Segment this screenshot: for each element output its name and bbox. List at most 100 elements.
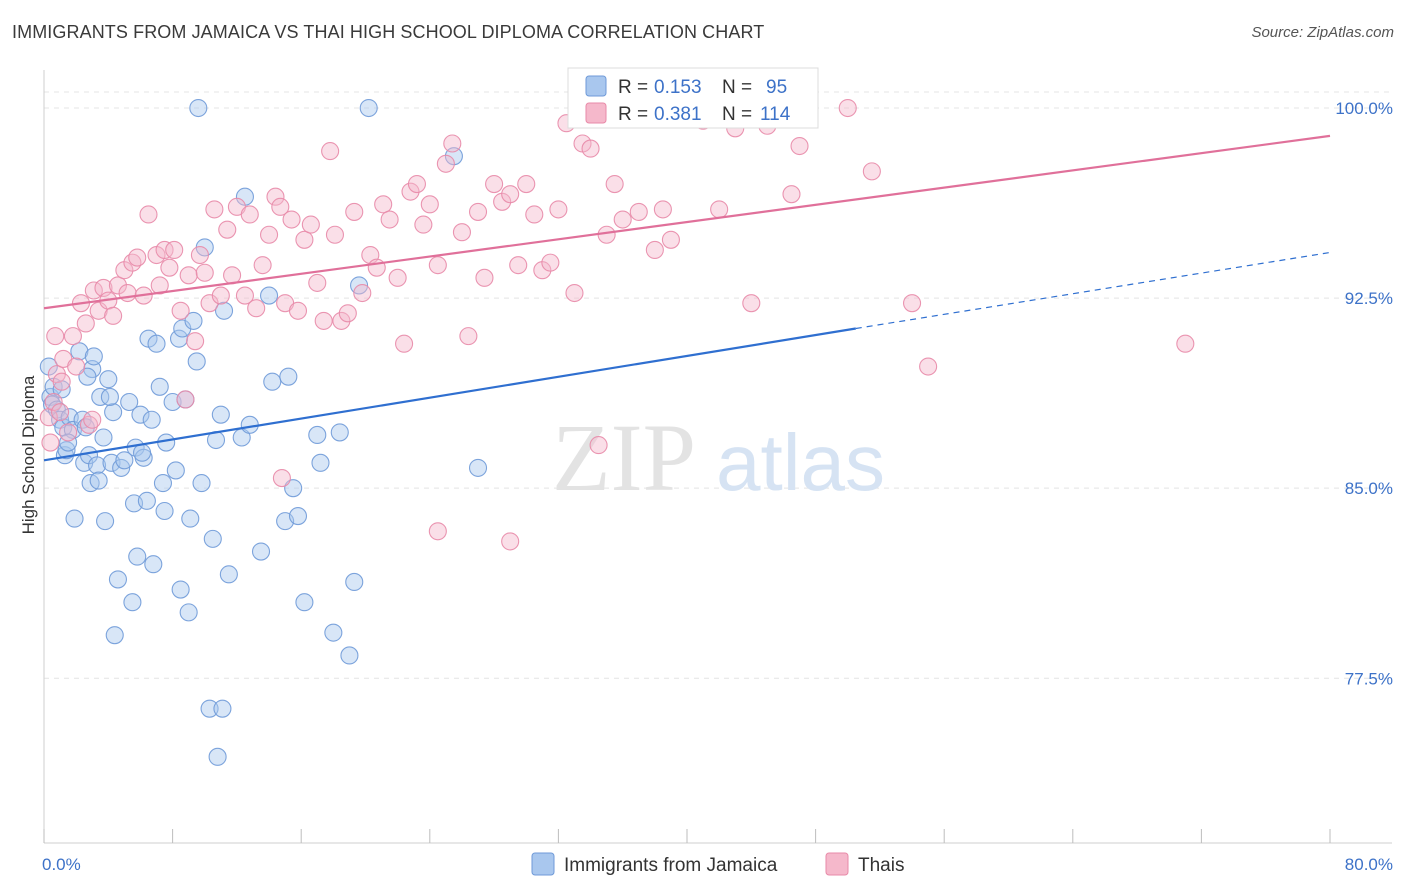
y-tick-label: 100.0% [1335, 99, 1393, 118]
jamaica-point [70, 342, 89, 361]
thai-point [160, 258, 179, 277]
thai-point [407, 174, 426, 194]
jamaica-point [200, 699, 219, 718]
jamaica-point [104, 403, 123, 422]
jamaica-point [219, 565, 238, 584]
thai-point [395, 334, 414, 353]
legend-n-label-jamaica: N = [722, 77, 752, 98]
thai-point [790, 136, 809, 156]
jamaica-point [166, 461, 185, 480]
jamaica-point [192, 474, 211, 493]
thai-point [67, 357, 86, 376]
legend-swatch-jamaica [585, 75, 607, 97]
jamaica-point [324, 623, 343, 642]
jamaica-trend-extension [855, 251, 1331, 330]
thai-point [139, 205, 158, 224]
jamaica-point [78, 367, 97, 386]
jamaica-point [76, 418, 95, 437]
thai-point [436, 154, 455, 173]
thai-point [186, 332, 205, 351]
jamaica-point [284, 479, 303, 498]
thai-point [52, 372, 71, 391]
thai-point [211, 286, 230, 305]
jamaica-point [96, 512, 115, 531]
bottom-legend-label-jamaica: Immigrants from Jamaica [564, 855, 778, 876]
bottom-legend: Immigrants from Jamaica Thais [531, 852, 904, 876]
jamaica-point [181, 509, 200, 528]
thai-point [919, 357, 938, 376]
thai-point [541, 253, 560, 272]
jamaica-point [128, 547, 147, 566]
watermark-atlas: atlas [716, 418, 885, 507]
thai-point [1176, 334, 1195, 353]
thai-point [118, 283, 137, 303]
legend-n-value-jamaica: 95 [766, 77, 787, 98]
thai-point [862, 162, 881, 181]
thai-point [195, 263, 214, 282]
watermark-zip: ZIP [552, 404, 696, 511]
thai-point [325, 225, 345, 244]
jamaica-point [65, 509, 84, 528]
thai-point [645, 240, 664, 259]
y-tick-label: 85.0% [1345, 479, 1393, 498]
thai-point [83, 410, 102, 429]
thai-point [428, 256, 447, 275]
axes [43, 70, 1392, 844]
jamaica-point [184, 311, 203, 330]
thai-point [51, 403, 70, 422]
bottom-legend-swatch-jamaica [531, 852, 555, 876]
thai-point [345, 202, 364, 221]
thai-point [549, 200, 568, 219]
x-tick-label-max: 80.0% [1345, 855, 1393, 874]
bottom-legend-label-thai: Thais [858, 855, 904, 876]
jamaica-point [179, 603, 198, 622]
thai-point [314, 311, 333, 330]
thai-point [179, 266, 198, 285]
thai-point [165, 240, 184, 259]
source-label: Source: ZipAtlas.com [1251, 24, 1394, 41]
jamaica-point [189, 98, 208, 118]
jamaica-point [144, 555, 163, 574]
jamaica-point [99, 370, 118, 389]
jamaica-point [214, 301, 234, 320]
thai-point [401, 182, 420, 201]
thai-point [247, 299, 266, 318]
thai-point [308, 273, 327, 292]
jamaica-point [295, 593, 314, 612]
thai-point [128, 248, 147, 267]
thai-point [581, 139, 600, 158]
jamaica-point [187, 352, 206, 371]
y-tick-labels: 77.5% 85.0% 92.5% 100.0% [1335, 99, 1393, 688]
trend-lines [43, 134, 1331, 462]
chart-title: IMMIGRANTS FROM JAMAICA VS THAI HIGH SCH… [12, 22, 765, 42]
jamaica-point [123, 593, 142, 612]
thai-point [259, 225, 279, 244]
thai-point [838, 98, 857, 118]
jamaica-point [142, 410, 161, 429]
thai-point [565, 283, 584, 303]
thai-point [190, 245, 209, 265]
thai-point [485, 174, 504, 194]
thai-point [509, 256, 528, 275]
jamaica-point [155, 501, 174, 521]
thai-point [63, 327, 82, 346]
thai-point [150, 276, 169, 295]
thai-point [710, 200, 729, 219]
thai-point [459, 327, 478, 346]
thai-point [288, 301, 308, 320]
legend-r-label-thai: R = [618, 104, 648, 125]
thai-point [338, 304, 357, 323]
thai-point [79, 415, 99, 434]
jamaica-point [91, 387, 110, 406]
jamaica-point [105, 626, 124, 645]
bottom-legend-swatch-thai [825, 852, 849, 876]
jamaica-point [57, 441, 76, 460]
thai-point [155, 240, 174, 259]
thai-point [59, 423, 78, 442]
thai-point [374, 195, 393, 214]
jamaica-point [288, 507, 308, 526]
y-axis-label: High School Diploma [19, 375, 38, 534]
thai-point [240, 205, 259, 224]
thai-point [282, 210, 301, 229]
thai-point [420, 195, 439, 214]
